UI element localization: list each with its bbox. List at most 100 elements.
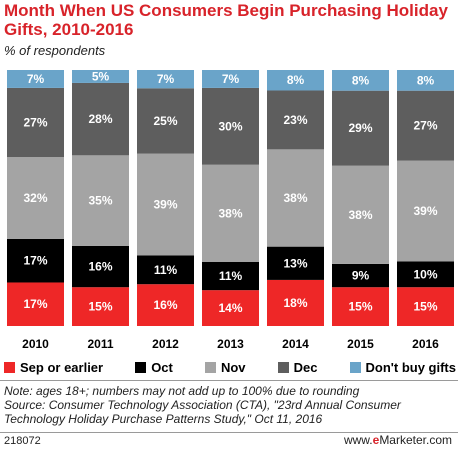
- legend-label-oct: Oct: [151, 360, 173, 375]
- data-label-2010-3: 27%: [23, 115, 47, 129]
- legend-swatch-sep-or-earlier: [4, 362, 15, 373]
- emarketer-logo: www.eMarketer.com: [344, 433, 452, 447]
- data-label-2014-0: 18%: [283, 296, 307, 310]
- data-label-2010-1: 17%: [23, 254, 47, 268]
- legend-swatch-dec: [277, 362, 289, 373]
- data-label-2013-3: 30%: [218, 119, 242, 133]
- data-label-2012-0: 16%: [153, 298, 177, 312]
- legend-label-nov: Nov: [220, 360, 246, 375]
- data-label-2010-0: 17%: [23, 297, 47, 311]
- data-label-2013-4: 7%: [222, 72, 240, 86]
- bar-segment-2013-3: [202, 87, 259, 165]
- bar-segment-2013-2: [202, 164, 259, 262]
- bar-segment-2012-3: [137, 88, 194, 154]
- data-label-2014-2: 38%: [283, 191, 307, 205]
- data-label-2011-0: 15%: [88, 300, 112, 314]
- data-label-2014-3: 23%: [283, 113, 307, 127]
- bar-segment-2014-0: [267, 279, 324, 326]
- bar-segment-2010-4: [7, 70, 64, 88]
- bar-segment-2014-2: [267, 149, 324, 247]
- legend-label-dec: Dec: [293, 360, 318, 375]
- bar-segment-2015-2: [332, 165, 389, 264]
- bar-segment-2013-1: [202, 262, 259, 291]
- category-label-2015: 2015: [347, 337, 374, 351]
- bar-segment-2015-1: [332, 263, 389, 288]
- bar-segment-2012-4: [137, 70, 194, 89]
- bar-segment-2015-3: [332, 90, 389, 166]
- data-label-2016-3: 27%: [413, 119, 437, 133]
- data-label-2014-4: 8%: [287, 73, 305, 87]
- data-label-2016-0: 15%: [413, 300, 437, 314]
- divider-top: [0, 380, 458, 381]
- data-label-2011-3: 28%: [88, 112, 112, 126]
- legend-swatch-dont-buy-gifts: [349, 362, 361, 373]
- data-label-2016-1: 10%: [413, 267, 437, 281]
- divider-bottom: [0, 432, 458, 433]
- legend-label-dont-buy-gifts: Don't buy gifts: [365, 360, 456, 375]
- bar-segment-2014-4: [267, 70, 324, 91]
- bar-segment-2012-2: [137, 153, 194, 256]
- category-label-2012: 2012: [152, 337, 179, 351]
- category-label-2010: 2010: [22, 337, 49, 351]
- bar-segment-2011-4: [72, 70, 129, 83]
- category-label-2014: 2014: [282, 337, 309, 351]
- legend-label-sep-or-earlier: Sep or earlier: [20, 360, 104, 375]
- data-label-2010-2: 32%: [23, 191, 47, 205]
- bar-segment-2016-2: [397, 160, 454, 262]
- data-label-2015-0: 15%: [348, 300, 372, 314]
- data-label-2015-4: 8%: [352, 73, 370, 87]
- bar-segment-2011-2: [72, 155, 129, 246]
- data-label-2010-4: 7%: [27, 72, 45, 86]
- brand-e: e: [372, 433, 380, 447]
- legend: Sep or earlier Oct Nov Dec Don't buy gif…: [4, 360, 456, 375]
- note-text: Note: ages 18+; numbers may not add up t…: [4, 384, 360, 398]
- bar-segment-2012-0: [137, 284, 194, 326]
- chart-subtitle: % of respondents: [4, 43, 106, 58]
- data-label-2012-2: 39%: [153, 198, 177, 212]
- bar-segment-2010-2: [7, 157, 64, 239]
- bar-segment-2016-4: [397, 70, 454, 91]
- chart-title: Month When US Consumers Begin Purchasing…: [4, 1, 448, 39]
- category-label-2016: 2016: [412, 337, 439, 351]
- bar-segment-2014-1: [267, 246, 324, 280]
- data-label-2012-4: 7%: [157, 72, 175, 86]
- bar-segment-2011-1: [72, 245, 129, 288]
- data-label-2016-4: 8%: [417, 73, 435, 87]
- bar-segment-2010-1: [7, 238, 64, 283]
- bar-segment-2016-0: [397, 287, 454, 326]
- category-label-2011: 2011: [87, 337, 113, 351]
- stacked-bar-chart: 17% 17% 32% 27% 7% 2010 15% 16% 35% 28% 5% 2011 16% 1…: [7, 69, 454, 351]
- legend-swatch-nov: [204, 362, 216, 373]
- chart-note: Note: ages 18+; numbers may not add up t…: [4, 384, 456, 426]
- legend-item-dont-buy-gifts: Don't buy gifts: [349, 360, 456, 375]
- bar-segment-2016-3: [397, 90, 454, 161]
- bar-segment-2016-1: [397, 261, 454, 288]
- bar-segment-2012-1: [137, 255, 194, 285]
- bar-segment-2011-3: [72, 82, 129, 156]
- bar-segment-2010-0: [7, 282, 64, 326]
- bar-segment-2015-4: [332, 70, 389, 91]
- legend-item-sep-or-earlier: Sep or earlier: [4, 360, 103, 375]
- brand-rest: Marketer.com: [379, 433, 452, 447]
- data-label-2011-4: 5%: [92, 69, 110, 83]
- category-label-2013: 2013: [217, 337, 244, 351]
- bar-segment-2014-3: [267, 90, 324, 150]
- data-label-2012-3: 25%: [153, 114, 177, 128]
- bar-segment-2013-4: [202, 70, 259, 88]
- data-label-2016-2: 39%: [413, 204, 437, 218]
- legend-swatch-oct: [135, 362, 147, 373]
- data-label-2013-0: 14%: [218, 301, 242, 315]
- data-label-2015-1: 9%: [352, 269, 370, 283]
- legend-item-nov: Nov: [204, 360, 246, 375]
- bar-segment-2013-0: [202, 290, 259, 326]
- data-label-2014-1: 13%: [283, 256, 307, 270]
- legend-item-dec: Dec: [277, 360, 318, 375]
- bar-segment-2015-0: [332, 287, 389, 326]
- data-label-2012-1: 11%: [154, 263, 178, 277]
- bar-segment-2011-0: [72, 287, 129, 326]
- legend-item-oct: Oct: [135, 360, 173, 375]
- data-label-2015-3: 29%: [348, 121, 372, 135]
- brand-prefix: www.: [343, 433, 373, 447]
- data-label-2011-1: 16%: [88, 260, 112, 274]
- data-label-2015-2: 38%: [348, 208, 372, 222]
